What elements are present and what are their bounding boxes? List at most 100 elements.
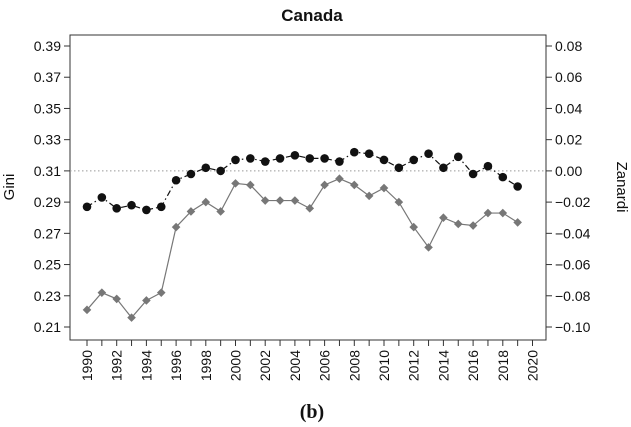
zanardi-point <box>335 174 344 183</box>
left-tick-label: 0.21 <box>34 319 61 335</box>
zanardi-point <box>364 191 374 201</box>
zanardi-point <box>186 207 196 216</box>
right-tick-label: 0.00 <box>555 163 582 179</box>
zanardi-point <box>275 196 285 205</box>
zanardi-point <box>260 196 270 205</box>
zanardi-point <box>216 207 225 216</box>
gini-point <box>379 155 389 165</box>
zanardi-point <box>498 208 508 218</box>
gini-point <box>335 157 344 166</box>
gini-point <box>364 149 374 159</box>
gini-point <box>260 157 270 166</box>
gini-point <box>186 169 196 179</box>
right-tick-label: 0.04 <box>555 100 582 116</box>
x-tick-label: 2010 <box>376 350 392 381</box>
x-tick-label: 2012 <box>406 350 422 381</box>
series-layer <box>82 147 522 322</box>
plot-frame <box>69 34 547 341</box>
gini-point <box>513 182 522 191</box>
gini-point <box>394 163 404 173</box>
gini-point <box>142 205 151 215</box>
x-axis: 1990 1992 1994 1996 1998 2000 2002 2004 2006 2008… <box>79 340 541 381</box>
left-tick-label: 0.29 <box>34 194 61 210</box>
zanardi-point <box>513 218 522 227</box>
x-tick-label: 2016 <box>465 350 481 381</box>
x-tick-label: 2006 <box>317 350 333 381</box>
gini-point <box>275 154 285 163</box>
gini-point <box>439 163 448 173</box>
gini-point <box>112 204 121 213</box>
right-tick-label: −0.06 <box>555 257 591 273</box>
gini-point <box>290 150 300 160</box>
zanardi-point <box>112 294 121 304</box>
gini-point <box>453 152 463 162</box>
x-tick-label: 2020 <box>525 350 541 381</box>
x-tick-label: 1994 <box>138 350 154 381</box>
right-tick-label: −0.08 <box>555 288 591 304</box>
zanardi-point <box>305 204 315 213</box>
gini-point <box>127 200 136 210</box>
x-tick-label: 1992 <box>109 350 125 381</box>
gini-point <box>216 166 225 176</box>
zanardi-point <box>483 208 493 218</box>
right-tick-label: −0.04 <box>555 225 591 241</box>
gini-point <box>305 154 315 163</box>
right-tick-label: 0.02 <box>555 132 582 148</box>
gini-point <box>171 175 181 185</box>
zanardi-point <box>424 243 433 252</box>
left-tick-label: 0.25 <box>34 257 61 273</box>
zanardi-point <box>394 197 404 207</box>
zanardi-point <box>171 222 181 232</box>
zanardi-point <box>379 183 389 193</box>
zanardi-point <box>127 313 136 322</box>
gini-point <box>498 172 508 182</box>
chart-title: Canada <box>281 6 343 25</box>
zanardi-point <box>97 288 107 297</box>
left-tick-label: 0.39 <box>34 38 61 54</box>
zanardi-point <box>453 219 463 229</box>
figure-caption: (b) <box>300 401 324 423</box>
zanardi-point <box>320 180 329 190</box>
left-axis: 0.21 0.23 0.25 0.27 0.29 0.31 0.33 0.35 0.37 0.39 <box>34 38 70 335</box>
left-axis-title: Gini <box>1 174 18 201</box>
x-tick-label: 2008 <box>346 350 362 381</box>
x-tick-label: 2000 <box>228 350 244 381</box>
right-tick-label: −0.10 <box>555 319 591 335</box>
gini-point <box>97 193 107 202</box>
x-tick-label: 2004 <box>287 350 303 381</box>
gini-point <box>468 169 478 179</box>
left-tick-label: 0.33 <box>34 132 61 148</box>
zanardi-point <box>290 196 300 205</box>
gini-point <box>231 155 240 165</box>
left-tick-label: 0.31 <box>34 163 61 179</box>
x-tick-label: 2018 <box>495 350 511 381</box>
gini-point <box>201 163 211 173</box>
gini-point <box>483 161 493 171</box>
gini-point <box>350 147 359 157</box>
gini-line <box>86 151 518 211</box>
zanardi-point <box>439 213 448 223</box>
x-tick-label: 2014 <box>435 350 451 381</box>
zanardi-line <box>86 178 518 319</box>
zanardi-point <box>231 179 240 188</box>
x-tick-label: 1996 <box>168 350 184 381</box>
zanardi-point <box>468 221 478 230</box>
right-tick-label: 0.06 <box>555 69 582 85</box>
right-axis-title: Zanardi <box>613 162 630 213</box>
gini-point <box>409 155 419 165</box>
zanardi-point <box>82 305 92 315</box>
zanardi-point <box>142 296 151 305</box>
gini-point <box>424 149 433 159</box>
gini-point <box>246 154 255 163</box>
left-tick-label: 0.37 <box>34 69 61 85</box>
x-tick-label: 2002 <box>257 350 273 381</box>
gini-point <box>156 202 166 212</box>
right-axis: −0.10 −0.08 −0.06 −0.04 −0.02 0.00 0.02 0.04 0.0… <box>546 38 591 335</box>
x-tick-label: 1990 <box>79 350 95 381</box>
right-tick-label: 0.08 <box>555 38 582 54</box>
zanardi-point <box>246 180 255 190</box>
zanardi-point <box>350 180 359 190</box>
gini-point <box>82 202 92 212</box>
zanardi-point <box>156 288 166 297</box>
zanardi-point <box>201 197 211 207</box>
